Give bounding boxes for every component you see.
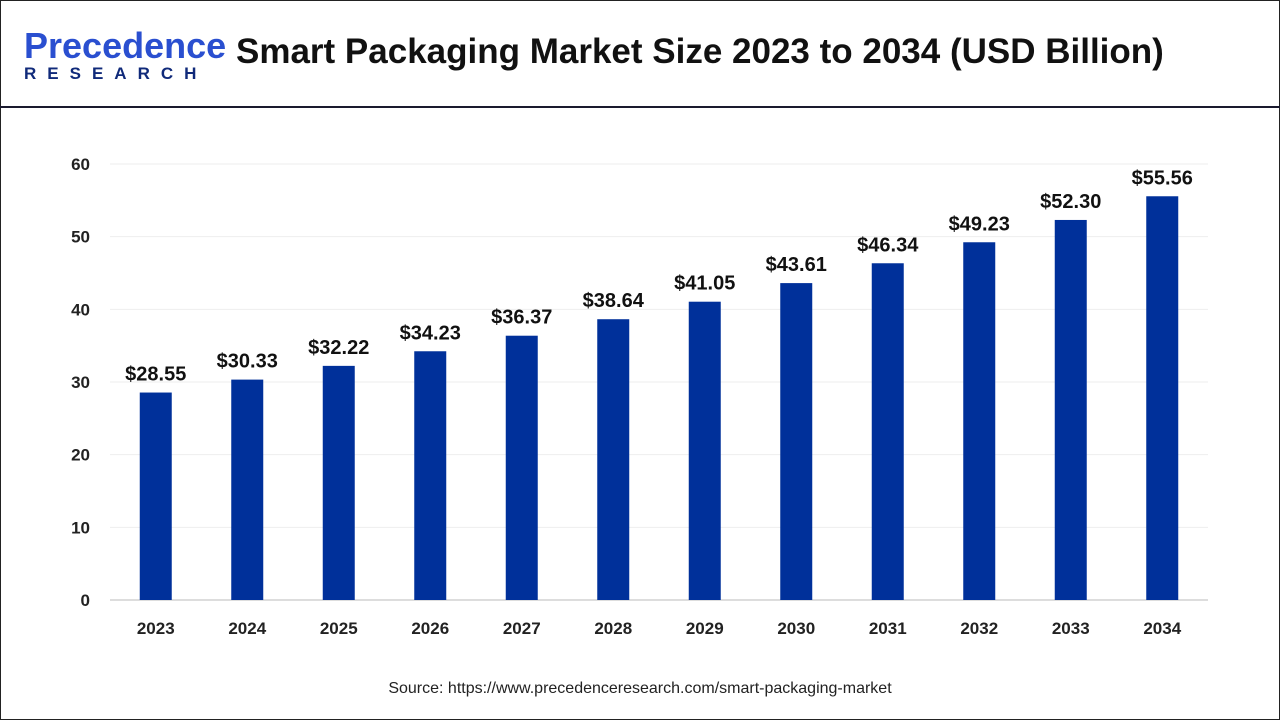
bar bbox=[505, 335, 538, 600]
data-label: $30.33 bbox=[217, 351, 278, 373]
x-tick-label: 2025 bbox=[320, 619, 358, 638]
precedence-research-logo: Precedence RESEARCH bbox=[24, 28, 226, 84]
x-tick-label: 2024 bbox=[228, 619, 266, 638]
data-label: $49.23 bbox=[949, 213, 1010, 235]
bar bbox=[231, 379, 264, 600]
y-tick-label: 10 bbox=[71, 518, 90, 537]
bar bbox=[871, 263, 904, 600]
data-label: $55.56 bbox=[1132, 167, 1193, 189]
bar bbox=[139, 392, 172, 600]
bar bbox=[1054, 219, 1087, 600]
data-label: $34.23 bbox=[400, 322, 461, 344]
data-label: $52.30 bbox=[1040, 191, 1101, 213]
y-tick-label: 50 bbox=[71, 228, 90, 247]
data-label: $32.22 bbox=[308, 337, 369, 359]
data-label: $28.55 bbox=[125, 364, 186, 386]
data-label: $46.34 bbox=[857, 234, 919, 256]
source-text: Source: https://www.precedenceresearch.c… bbox=[388, 680, 892, 697]
bar bbox=[780, 283, 813, 600]
bar bbox=[322, 365, 355, 600]
x-tick-label: 2033 bbox=[1052, 619, 1090, 638]
data-label: $41.05 bbox=[674, 273, 735, 295]
bar bbox=[963, 242, 996, 600]
bar bbox=[1146, 196, 1179, 601]
x-tick-label: 2027 bbox=[503, 619, 541, 638]
bar bbox=[597, 319, 630, 600]
x-tick-label: 2026 bbox=[411, 619, 449, 638]
y-tick-label: 20 bbox=[71, 446, 90, 465]
y-tick-label: 0 bbox=[81, 591, 90, 610]
x-tick-label: 2032 bbox=[960, 619, 998, 638]
y-tick-label: 40 bbox=[71, 300, 90, 319]
x-tick-label: 2031 bbox=[869, 619, 907, 638]
data-label: $36.37 bbox=[491, 307, 552, 329]
data-label: $43.61 bbox=[766, 254, 827, 276]
x-tick-label: 2028 bbox=[594, 619, 632, 638]
bar bbox=[414, 351, 447, 600]
x-tick-label: 2034 bbox=[1143, 619, 1181, 638]
header: Precedence RESEARCH Smart Packaging Mark… bbox=[0, 0, 1280, 108]
logo-line2: RESEARCH bbox=[24, 64, 208, 83]
x-tick-label: 2030 bbox=[777, 619, 815, 638]
logo-line1: Precedence bbox=[24, 25, 227, 66]
chart-title: Smart Packaging Market Size 2023 to 2034… bbox=[236, 32, 1164, 71]
y-tick-label: 30 bbox=[71, 373, 90, 392]
y-tick-label: 60 bbox=[71, 155, 90, 174]
data-label: $38.64 bbox=[583, 290, 645, 312]
x-tick-label: 2029 bbox=[686, 619, 724, 638]
x-tick-label: 2023 bbox=[137, 619, 175, 638]
bar bbox=[688, 301, 721, 600]
